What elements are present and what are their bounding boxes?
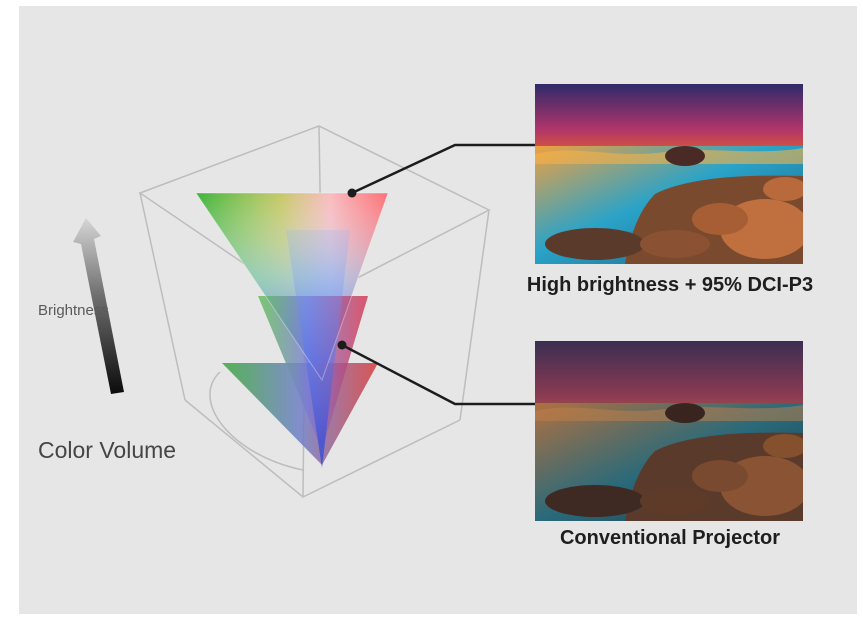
high-brightness-photo xyxy=(535,84,803,264)
color-gamut-volume xyxy=(195,192,389,468)
brightness-axis-label: Brightness xyxy=(38,302,109,319)
high-brightness-caption: High brightness + 95% DCI-P3 xyxy=(526,274,814,296)
conventional-projector-photo xyxy=(535,341,803,521)
conventional-projector-caption: Conventional Projector xyxy=(559,527,781,549)
brightness-arrow-icon xyxy=(73,218,124,394)
leader-line-bottom xyxy=(337,340,535,406)
leader-line-top xyxy=(347,143,535,198)
color-volume-title: Color Volume xyxy=(38,437,177,463)
